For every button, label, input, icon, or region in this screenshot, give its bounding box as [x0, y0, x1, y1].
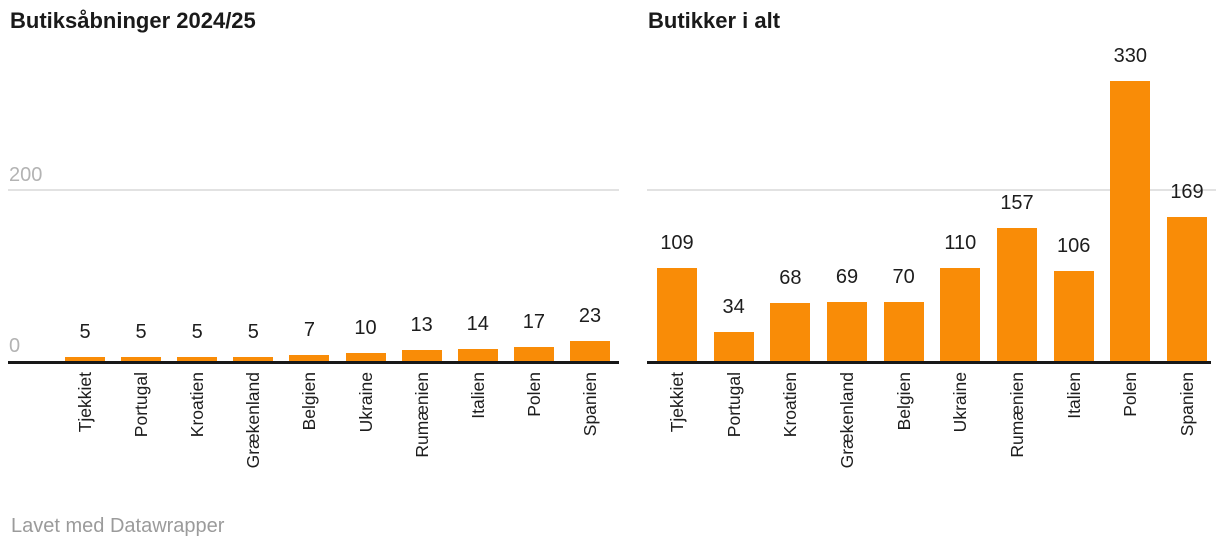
- gridline-200: [8, 189, 619, 191]
- bar-portugal[interactable]: [121, 356, 162, 361]
- x-axis-label: Spanien: [580, 372, 600, 437]
- bar-graekenland[interactable]: [233, 356, 274, 361]
- value-label: 5: [79, 320, 91, 343]
- x-axis-label: Tjekkiet: [75, 372, 95, 433]
- x-axis-label: Ukraine: [950, 372, 971, 433]
- x-axis-label: Spanien: [1177, 372, 1197, 437]
- bar-spanien[interactable]: [1167, 217, 1207, 361]
- value-label: 69: [835, 266, 859, 289]
- x-axis-label: Polen: [1120, 372, 1141, 417]
- value-label: 23: [578, 305, 602, 328]
- value-label: 70: [892, 265, 915, 288]
- value-label: 5: [135, 320, 147, 343]
- x-axis-label: Tjekkiet: [667, 372, 687, 433]
- bar-portugal[interactable]: [713, 332, 754, 361]
- y-tick-label-0: 0: [9, 335, 21, 357]
- value-label: 157: [1000, 191, 1034, 214]
- bar-ukraine[interactable]: [345, 352, 386, 361]
- x-axis-label: Rumænien: [1007, 372, 1027, 458]
- x-axis-label: Kroatien: [187, 372, 208, 438]
- value-label: 109: [660, 232, 694, 255]
- bar-belgien[interactable]: [289, 355, 330, 361]
- x-axis-label: Kroatien: [780, 372, 801, 438]
- value-label: 169: [1170, 181, 1204, 204]
- value-label: 106: [1056, 234, 1091, 257]
- bar-polen[interactable]: [513, 346, 554, 361]
- bar-tjekkiet[interactable]: [657, 268, 697, 361]
- y-tick-label-200: 200: [9, 164, 43, 186]
- x-axis-label: Portugal: [723, 372, 744, 438]
- bar-rumaenien[interactable]: [997, 227, 1037, 361]
- bar-graekenland[interactable]: [827, 302, 867, 361]
- value-label: 68: [779, 267, 802, 290]
- value-label: 5: [247, 320, 259, 343]
- bar-polen[interactable]: [1110, 80, 1151, 361]
- x-axis-label: Belgien: [299, 372, 320, 431]
- x-axis-label: Italien: [1063, 372, 1084, 419]
- value-label: 110: [944, 231, 977, 254]
- value-label: 14: [466, 313, 489, 336]
- x-axis-line: [647, 361, 1211, 364]
- bar-spanien[interactable]: [570, 341, 610, 361]
- value-label: 34: [722, 296, 745, 319]
- bar-ukraine[interactable]: [940, 267, 981, 361]
- value-label: 5: [191, 320, 203, 343]
- bar-italien[interactable]: [1053, 270, 1094, 361]
- x-axis-label: Ukraine: [355, 372, 376, 433]
- bar-tjekkiet[interactable]: [65, 356, 105, 361]
- left-chart-title: Butiksåbninger 2024/25: [10, 8, 256, 33]
- x-axis-label: Portugal: [131, 372, 152, 438]
- right-chart-title: Butikker i alt: [648, 8, 781, 33]
- x-axis-label: Grækenland: [243, 372, 264, 469]
- x-axis-label: Polen: [523, 372, 544, 417]
- value-label: 10: [354, 316, 377, 339]
- value-label: 13: [410, 313, 433, 336]
- bar-italien[interactable]: [457, 349, 498, 361]
- bar-kroatien[interactable]: [177, 356, 218, 361]
- x-axis-label: Grækenland: [837, 372, 857, 469]
- value-label: 7: [303, 319, 315, 342]
- bar-belgien[interactable]: [883, 301, 924, 361]
- bar-rumaenien[interactable]: [401, 349, 442, 361]
- x-axis-label: Rumænien: [411, 372, 432, 458]
- bar-kroatien[interactable]: [770, 303, 811, 361]
- x-axis-label: Belgien: [893, 372, 914, 431]
- x-axis-line: [8, 361, 619, 364]
- value-label: 330: [1113, 44, 1148, 67]
- x-axis-label: Italien: [467, 372, 488, 419]
- datawrapper-credit-link[interactable]: Lavet med Datawrapper: [11, 515, 225, 537]
- value-label: 17: [522, 310, 545, 333]
